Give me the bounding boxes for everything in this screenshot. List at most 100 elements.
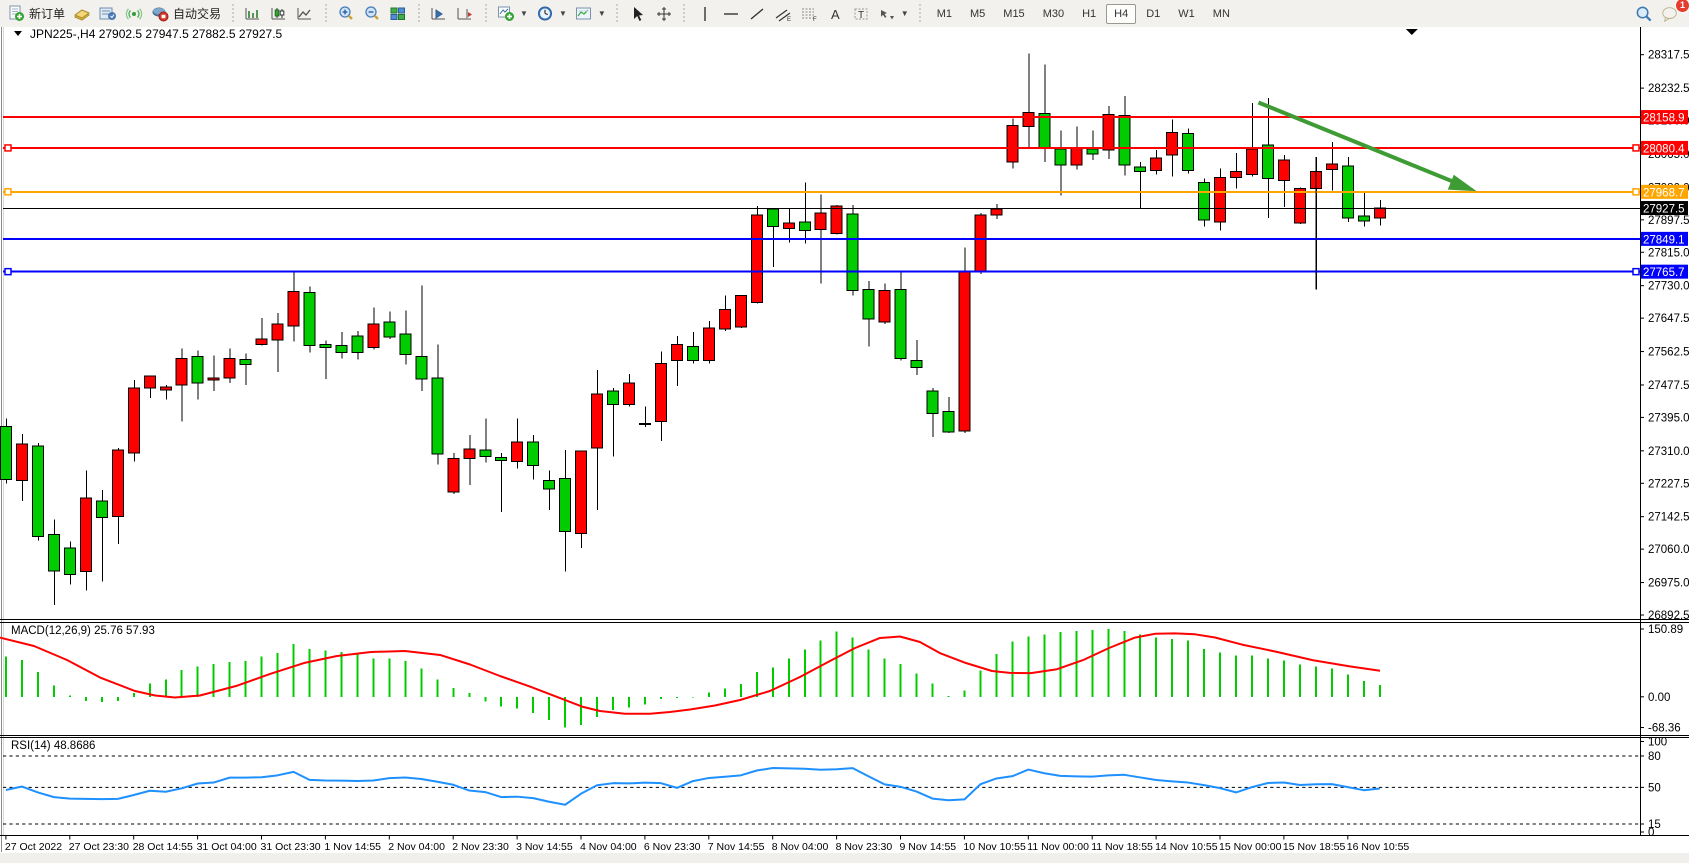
candle-body: [910, 359, 923, 368]
toolbar-separator: [917, 3, 923, 24]
timeframe-button-d1[interactable]: D1: [1146, 7, 1161, 20]
candle-body: [639, 422, 651, 425]
trendline-button[interactable]: [744, 3, 770, 25]
fibonacci-button[interactable]: F: [796, 3, 822, 25]
sound-button[interactable]: [121, 3, 147, 25]
trend-arrow-line[interactable]: [1257, 100, 1461, 187]
zoom-in-button[interactable]: [333, 3, 359, 25]
timeframe-button-mn[interactable]: MN: [1212, 7, 1230, 20]
data-window-button[interactable]: [95, 3, 121, 25]
candle-body: [782, 222, 795, 230]
svg-text:A: A: [831, 7, 840, 22]
time-axis-label: 27 Oct 23:30: [69, 841, 129, 853]
time-axis-label: 2 Nov 04:00: [388, 841, 445, 853]
candle-body: [559, 477, 572, 532]
broadcast-icon: [125, 5, 143, 23]
text-button[interactable]: A: [822, 3, 848, 25]
cursor-icon: [629, 5, 647, 23]
candle-body: [15, 443, 28, 481]
hline-handle[interactable]: [1632, 188, 1640, 196]
timeframe-button-h1[interactable]: H1: [1082, 7, 1097, 20]
price-badge: [1641, 140, 1688, 155]
candle-body: [79, 497, 92, 573]
search-icon: [1635, 5, 1653, 23]
tile-windows-button[interactable]: [385, 3, 411, 25]
channel-icon: E: [774, 5, 792, 23]
candlestick-chart-button[interactable]: [266, 3, 292, 25]
time-axis-label: 3 Nov 14:55: [516, 841, 573, 853]
time-axis-label: 9 Nov 14:55: [900, 841, 957, 853]
channel-button[interactable]: E: [770, 3, 796, 25]
time-axis-label: 31 Oct 04:00: [197, 841, 257, 853]
timeframe-button-h4[interactable]: H4: [1106, 3, 1137, 24]
vertical-line-button[interactable]: [692, 3, 718, 25]
timeframe-button-m5[interactable]: M5: [970, 7, 986, 20]
candle-body: [111, 449, 124, 518]
candle-body: [990, 208, 1003, 216]
new-order-button[interactable]: 新订单: [3, 3, 69, 25]
line-chart-button[interactable]: [292, 3, 318, 25]
bar-chart-button[interactable]: [240, 3, 266, 25]
periods-button[interactable]: ▼: [532, 3, 571, 25]
candle-body: [1086, 148, 1099, 155]
price-badge: [1641, 184, 1688, 199]
price-axis-label: 26975.0: [1648, 578, 1689, 590]
macd-axis-label: 0.00: [1648, 692, 1670, 704]
timeframe-button-w1[interactable]: W1: [1178, 7, 1195, 20]
candle-body: [335, 345, 348, 354]
auto-scroll-button[interactable]: [426, 3, 452, 25]
candle-body: [143, 375, 156, 389]
hline-handle[interactable]: [4, 144, 12, 152]
hline-handle[interactable]: [1632, 267, 1640, 276]
toolbar-group-zoom: [330, 0, 414, 27]
hline-handle[interactable]: [1632, 144, 1640, 152]
crosshair-button[interactable]: [651, 3, 677, 25]
candle-body: [1182, 132, 1195, 172]
toolbar-group-insert: ▼ ▼ ▼: [490, 0, 613, 27]
symbol-header: JPN225-,H4 27902.5 27947.5 27882.5 27927…: [30, 27, 283, 41]
macd-signal-line: [0, 632, 1381, 715]
horizontal-line-button[interactable]: [718, 3, 744, 25]
templates-button[interactable]: ▼: [571, 3, 610, 25]
candle-body: [479, 449, 492, 458]
chart-shift-icon: [456, 5, 474, 23]
candle-body: [1230, 171, 1243, 179]
timeframe-button-m1[interactable]: M1: [936, 7, 952, 20]
cursor-button[interactable]: [625, 3, 651, 25]
arrows-button[interactable]: ▼: [874, 3, 913, 25]
svg-text:E: E: [787, 17, 791, 22]
candle-body: [1006, 124, 1019, 163]
auto-scroll-icon: [430, 5, 448, 23]
timeframe-button-m15[interactable]: M15: [1003, 7, 1025, 20]
hline-handle[interactable]: [4, 188, 12, 196]
autotrading-button[interactable]: 自动交易: [147, 3, 225, 25]
notifications-button[interactable]: 1: [1657, 0, 1689, 25]
indicators-button[interactable]: ▼: [493, 3, 532, 25]
price-axis-label: 27310.0: [1648, 446, 1689, 458]
rsi-axis-label: 100: [1648, 737, 1667, 749]
toolbar-separator: [416, 3, 422, 24]
candle-body: [367, 323, 380, 349]
trend-arrow-head[interactable]: [1447, 174, 1477, 192]
symbol-collapse-icon[interactable]: [14, 31, 22, 36]
candle-body: [463, 448, 476, 460]
time-axis-label: 31 Oct 23:30: [261, 841, 321, 853]
zoom-out-button[interactable]: [359, 3, 385, 25]
search-button[interactable]: [1631, 3, 1657, 25]
text-label-button[interactable]: T: [848, 3, 874, 25]
candle-body: [447, 458, 460, 493]
candle-body: [63, 547, 76, 576]
clock-icon: [536, 5, 554, 23]
candle-body: [175, 357, 188, 386]
market-watch-button[interactable]: [69, 3, 95, 25]
candle-body: [255, 338, 268, 346]
chart-canvas: JPN225-,H4 27902.5 27947.5 27882.5 27927…: [0, 27, 1689, 863]
hline-handle[interactable]: [4, 267, 12, 276]
toolbar-separator: [614, 3, 620, 24]
toolbar-group-tools: [622, 0, 680, 27]
chart-shift-button[interactable]: [452, 3, 478, 25]
timeframe-button-m30[interactable]: M30: [1042, 7, 1065, 20]
rsi-axis-label: 50: [1648, 782, 1661, 794]
price-axis-label: 27897.5: [1648, 215, 1689, 227]
time-axis-label: 15 Nov 18:55: [1283, 841, 1346, 853]
